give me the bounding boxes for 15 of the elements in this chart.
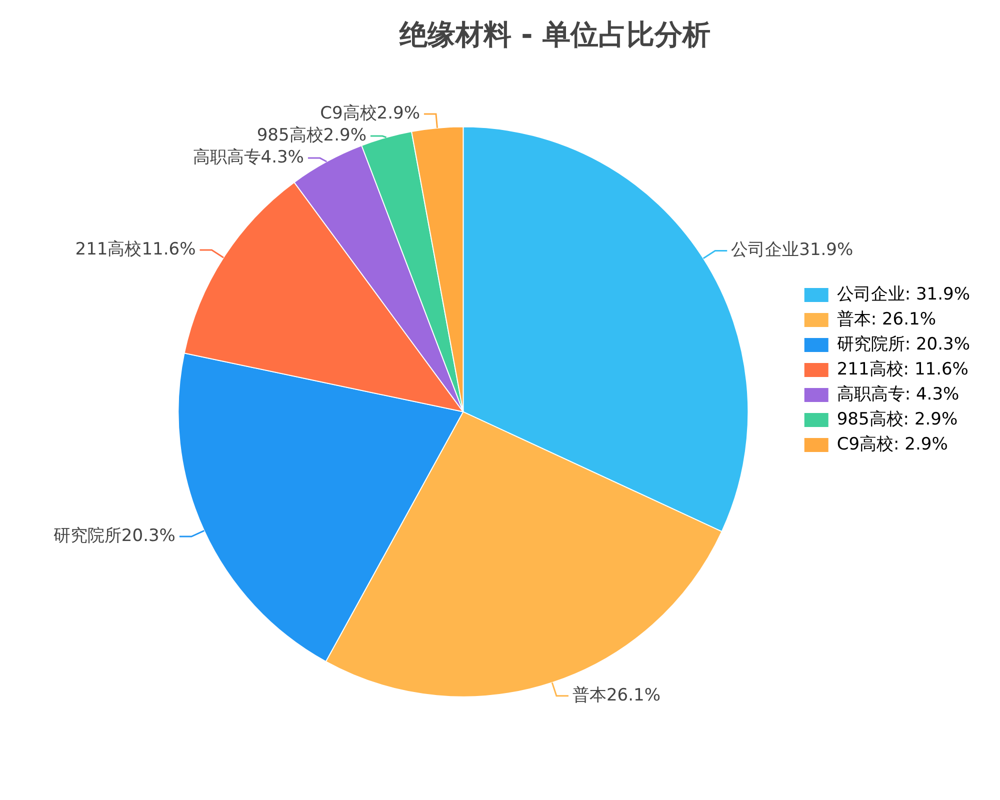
- slice-label: 985高校2.9%: [256, 125, 366, 146]
- legend-label: 研究院所: 20.3%: [836, 334, 970, 354]
- slice-label: 研究院所20.3%: [53, 526, 176, 546]
- chart-title: 绝缘材料 - 单位占比分析: [398, 18, 711, 52]
- legend-label: C9高校: 2.9%: [836, 434, 948, 454]
- slice-label: 211高校11.6%: [75, 239, 196, 260]
- legend-label: 985高校: 2.9%: [836, 409, 958, 430]
- legend-label: 高职高专: 4.3%: [836, 384, 960, 404]
- legend-label: 211高校: 11.6%: [836, 359, 968, 380]
- slice-label: 公司企业31.9%: [731, 240, 854, 260]
- slice-label: 高职高专4.3%: [192, 147, 304, 168]
- slice-label: 普本26.1%: [572, 685, 660, 706]
- legend-label: 公司企业: 31.9%: [836, 284, 970, 304]
- legend-label: 普本: 26.1%: [836, 309, 936, 330]
- slice-label: C9高校2.9%: [320, 103, 420, 124]
